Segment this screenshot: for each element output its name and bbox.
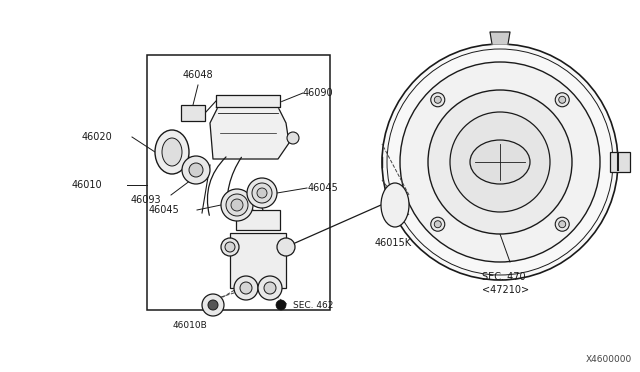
Circle shape	[559, 221, 566, 228]
Circle shape	[247, 178, 277, 208]
Polygon shape	[490, 32, 510, 44]
Circle shape	[435, 96, 441, 103]
Circle shape	[202, 294, 224, 316]
Ellipse shape	[162, 138, 182, 166]
Text: 46015K: 46015K	[375, 238, 412, 248]
Text: SEC. 462: SEC. 462	[293, 301, 333, 310]
Circle shape	[431, 93, 445, 107]
Circle shape	[556, 217, 569, 231]
Circle shape	[400, 62, 600, 262]
Circle shape	[221, 189, 253, 221]
Bar	[230, 233, 286, 288]
Circle shape	[189, 163, 203, 177]
Circle shape	[257, 188, 267, 198]
Bar	[181, 105, 205, 121]
Circle shape	[435, 221, 441, 228]
Text: 46090: 46090	[303, 88, 333, 98]
Circle shape	[559, 96, 566, 103]
Circle shape	[240, 282, 252, 294]
Text: X4600000: X4600000	[586, 356, 632, 365]
Text: 46010: 46010	[72, 180, 102, 190]
Bar	[147, 55, 330, 310]
Text: 46093: 46093	[131, 195, 162, 205]
Circle shape	[287, 132, 299, 144]
Text: SEC. 470: SEC. 470	[482, 272, 525, 282]
Circle shape	[450, 112, 550, 212]
Circle shape	[556, 93, 569, 107]
Polygon shape	[216, 95, 280, 107]
Circle shape	[225, 242, 235, 252]
Text: <47210>: <47210>	[482, 285, 529, 295]
Ellipse shape	[470, 140, 530, 184]
Circle shape	[428, 90, 572, 234]
Circle shape	[231, 199, 243, 211]
Text: 46045: 46045	[308, 183, 339, 193]
Text: 46010B: 46010B	[173, 321, 208, 330]
Circle shape	[252, 183, 272, 203]
Circle shape	[258, 276, 282, 300]
Text: 46045: 46045	[149, 205, 180, 215]
Ellipse shape	[381, 183, 409, 227]
Circle shape	[221, 238, 239, 256]
Bar	[610, 152, 630, 172]
Circle shape	[382, 44, 618, 280]
Circle shape	[182, 156, 210, 184]
Circle shape	[431, 217, 445, 231]
Circle shape	[234, 276, 258, 300]
Circle shape	[226, 194, 248, 216]
Text: 46020: 46020	[82, 132, 113, 142]
Bar	[236, 210, 280, 230]
Circle shape	[276, 300, 286, 310]
Circle shape	[208, 300, 218, 310]
Circle shape	[264, 282, 276, 294]
Ellipse shape	[155, 130, 189, 174]
Text: 46048: 46048	[183, 70, 214, 80]
Polygon shape	[210, 107, 289, 159]
Circle shape	[277, 238, 295, 256]
